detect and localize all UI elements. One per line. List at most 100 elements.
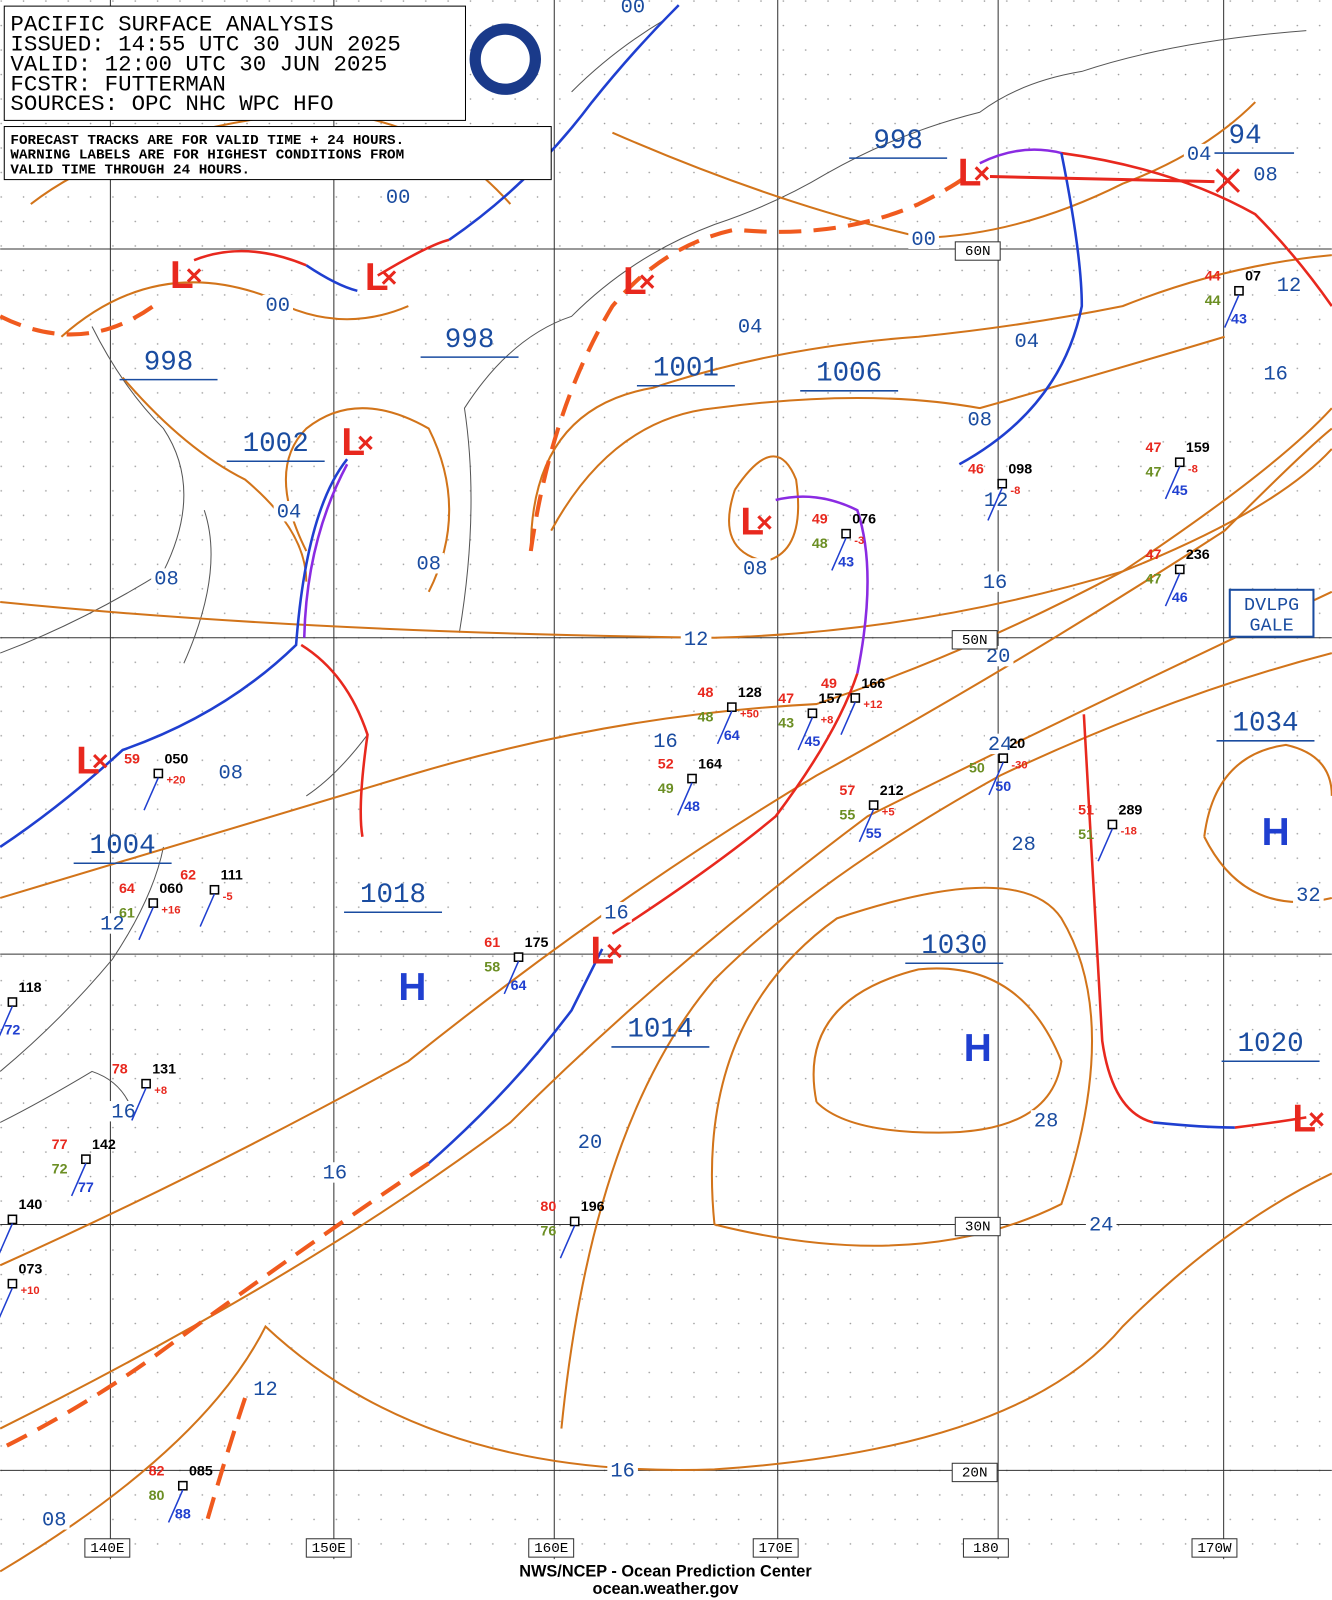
station-tendency: -5 [223,891,233,903]
station-pressure: 076 [852,511,876,527]
station-tendency: +8 [821,714,834,726]
high-center: H [398,966,426,1009]
wind-barb [199,893,216,927]
low-center: L [341,421,365,464]
high-center: H [964,1027,992,1070]
isobar-label-bg [1293,884,1324,906]
isobar-label-bg [617,0,649,17]
isobar-label: 32 [1296,885,1320,908]
station-sst: 45 [1172,483,1188,499]
station-tendency: +5 [882,806,895,818]
grid-label-bg [1191,1538,1238,1558]
station-box [1234,285,1244,296]
station-pressure: 166 [861,676,885,692]
isobar-label-bg [734,316,766,337]
isobar-label: 20 [578,1132,602,1155]
station-pressure: 20 [1009,736,1025,752]
pressure-label: 1014 [627,1015,693,1046]
station-sst: 77 [78,1180,94,1196]
low-x [92,754,108,769]
station-box [841,528,851,539]
station-temp: 46 [968,461,984,477]
wind-barb [797,717,814,751]
isobar-label-bg [1011,330,1043,352]
grid-label-bg [528,1538,575,1558]
station-sst: 55 [866,826,882,842]
isobar-label: 04 [277,501,301,524]
station-pressure: 159 [1186,440,1210,456]
station-temp: 49 [821,676,837,692]
station-pressure: 140 [19,1197,43,1213]
isobar-label: 00 [911,229,935,252]
header-line: VALID: 12:00 UTC 30 JUN 2025 [10,51,387,77]
header-line: PACIFIC SURFACE ANALYSIS [10,12,333,38]
station-tendency: -8 [1010,485,1020,497]
station-box [998,753,1009,764]
station-temp: 59 [124,751,140,767]
isobar-label: 08 [219,763,243,786]
station-pressure: 131 [152,1061,176,1077]
isobar-label: 08 [743,558,767,581]
station-temp: 47 [1146,440,1162,456]
isobar-label: 24 [988,734,1012,757]
station-pressure: 164 [698,756,722,772]
isobar-label-bg [1008,833,1039,855]
isobar-label: 20 [986,646,1010,669]
station-dew: 49 [658,781,674,797]
grid-label-bg [962,1538,1009,1558]
wind-barb [143,777,160,811]
isobar-label: 12 [684,629,708,652]
station-pressure: 07 [1245,269,1261,285]
station-box [81,1154,91,1165]
station-temp: 44 [1205,269,1221,285]
wind-barb [138,906,154,941]
station-pressure: 098 [1008,461,1032,477]
grid-label: 150E [312,1541,346,1557]
grid-label: 170W [1197,1541,1232,1557]
isobar-label-bg [262,294,294,316]
wind-barb [1097,828,1114,862]
isobar-label: 16 [111,1101,135,1124]
pressure-label: 1004 [90,831,156,862]
station-tendency: +50 [740,708,759,720]
station-box [1174,564,1185,575]
grid-label-bg [84,1538,131,1558]
isobar-label-bg [250,1378,281,1399]
station-dew: 43 [778,716,794,732]
station-temp: 61 [484,935,500,951]
pressure-label: 1034 [1232,709,1298,740]
station-pressure: 289 [1119,802,1143,818]
note-line: FORECAST TRACKS ARE FOR VALID TIME + 24 … [10,133,404,149]
station-sst: 43 [838,554,854,570]
station-pressure: 050 [164,751,188,767]
station-temp: 47 [778,691,794,707]
low-center: L [590,929,614,972]
low-x [186,268,202,283]
isobar-label: 00 [265,295,289,318]
isobar-label: 00 [386,187,410,210]
isobar-label-bg [1030,1110,1062,1131]
isobar-label: 12 [1277,275,1301,298]
station-box [807,708,818,719]
station-dew: 48 [698,709,714,725]
isobar-label: 08 [1253,165,1277,188]
station-dew: 47 [1146,465,1162,481]
station-box [153,768,164,779]
station-tendency: -30 [1011,759,1027,771]
isobar-label-bg [984,733,1016,755]
station-box [997,478,1008,489]
low-x [757,515,772,530]
station-tendency: +20 [167,775,186,787]
station-dew: 44 [1205,293,1221,309]
note-line: WARNING LABELS ARE FOR HIGHEST CONDITION… [10,148,404,164]
station-temp: 62 [180,868,196,884]
station-pressure: 175 [525,935,549,951]
fronts [0,4,1332,1532]
noaa-logo [469,23,541,95]
low-center: L [365,256,389,299]
low-x [639,274,655,289]
isobar-label-bg [108,1101,139,1122]
isobar-label-bg [574,1131,606,1153]
station-dew: 80 [149,1488,165,1504]
